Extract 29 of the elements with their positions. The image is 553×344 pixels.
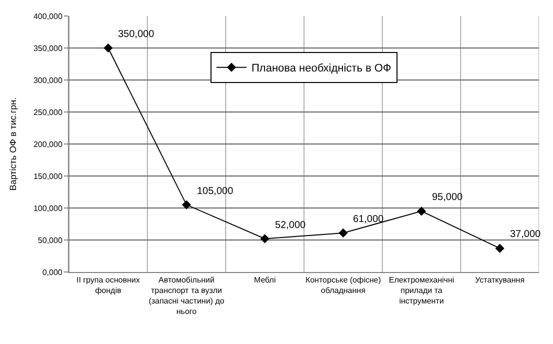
y-axis-title: Вартість ОФ в тис.грн.: [8, 97, 18, 191]
data-label: 95,000: [432, 192, 464, 203]
y-tick-label: 0,000: [42, 268, 63, 277]
y-tick-label: 100,000: [33, 204, 63, 213]
x-tick-label: Електромеханічні прилади та інструменти: [388, 276, 454, 306]
data-label: 37,000: [510, 229, 542, 240]
x-tick-label: Конторське (офісне) обладнання: [305, 276, 382, 295]
y-tick-label: 250,000: [33, 108, 63, 117]
data-label: 105,000: [197, 186, 234, 197]
point: [338, 228, 348, 238]
y-tick-label: 350,000: [33, 44, 63, 53]
y-tick-label: 200,000: [33, 140, 63, 149]
point: [416, 206, 426, 216]
x-tick-label: Автомобільний транспорт та вузли (запасні частини) до нього: [148, 276, 225, 316]
data-label: 350,000: [118, 29, 155, 40]
x-tick-label: II група основних фондів: [76, 276, 140, 295]
y-tick-label: 400,000: [33, 12, 63, 21]
point: [260, 234, 270, 244]
data-label: 61,000: [353, 214, 384, 225]
point: [104, 43, 113, 53]
x-tick-label: Меблі: [254, 276, 276, 285]
y-tick-label: 300,000: [33, 76, 63, 85]
y-tick-label: 150,000: [33, 172, 63, 181]
point: [182, 200, 192, 210]
x-tick-label: Устаткування: [475, 276, 525, 285]
data-label: 52,000: [275, 220, 306, 231]
y-tick-label: 50,000: [38, 236, 63, 245]
legend-label: Планова необхідність в ОФ: [252, 62, 392, 75]
point: [495, 244, 504, 253]
